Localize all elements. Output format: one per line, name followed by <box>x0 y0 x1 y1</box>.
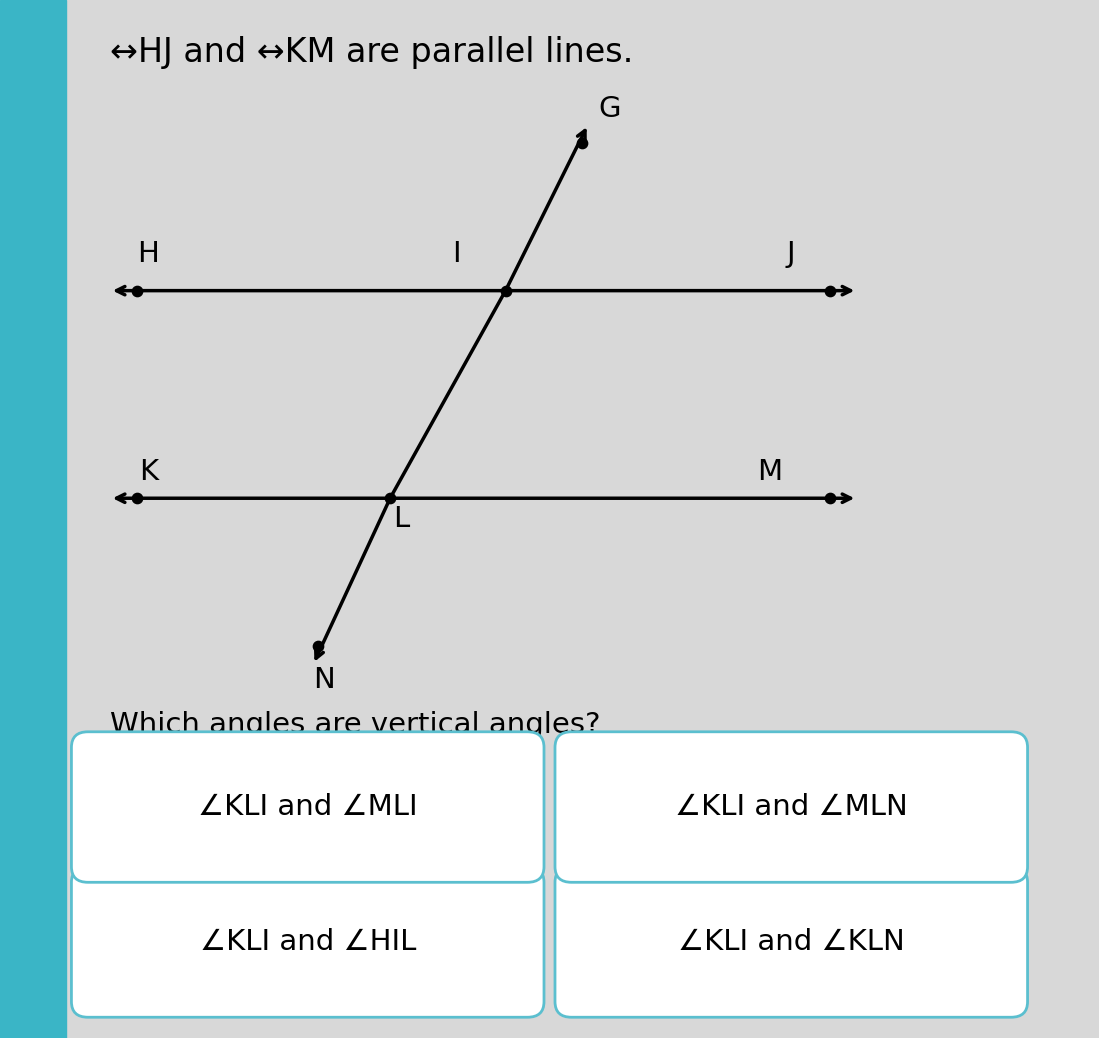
FancyBboxPatch shape <box>71 867 544 1017</box>
Text: K: K <box>138 459 158 486</box>
Text: G: G <box>599 95 621 122</box>
FancyBboxPatch shape <box>555 732 1028 882</box>
FancyBboxPatch shape <box>71 732 544 882</box>
Text: I: I <box>452 241 460 268</box>
Point <box>381 490 399 507</box>
Text: M: M <box>757 459 781 486</box>
Point <box>129 490 146 507</box>
FancyBboxPatch shape <box>555 867 1028 1017</box>
Point <box>129 282 146 299</box>
Text: L: L <box>393 506 409 532</box>
Text: ↔HJ and ↔KM are parallel lines.: ↔HJ and ↔KM are parallel lines. <box>110 36 633 70</box>
Point <box>574 135 591 152</box>
Point <box>497 282 514 299</box>
Text: H: H <box>137 241 159 268</box>
Text: ∠KLI and ∠KLN: ∠KLI and ∠KLN <box>678 928 904 956</box>
Point <box>821 490 839 507</box>
Text: J: J <box>787 241 796 268</box>
Point <box>821 282 839 299</box>
Text: ∠KLI and ∠MLI: ∠KLI and ∠MLI <box>198 793 418 821</box>
Text: N: N <box>313 666 335 693</box>
Text: ∠KLI and ∠HIL: ∠KLI and ∠HIL <box>200 928 415 956</box>
Point <box>309 637 326 654</box>
Text: ∠KLI and ∠MLN: ∠KLI and ∠MLN <box>675 793 908 821</box>
Text: Which angles are vertical angles?: Which angles are vertical angles? <box>110 711 600 739</box>
